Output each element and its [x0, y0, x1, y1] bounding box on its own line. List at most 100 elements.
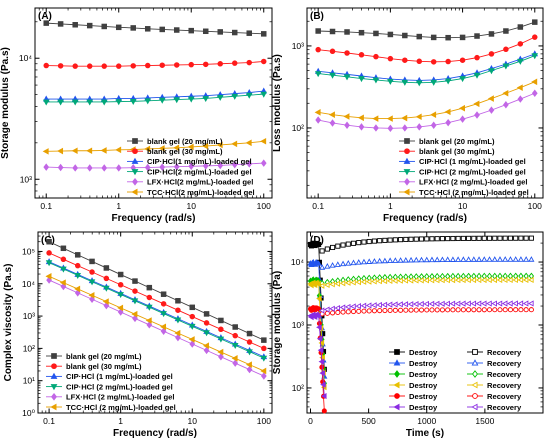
- series-5: [42, 137, 267, 155]
- data-point: [101, 164, 108, 172]
- data-point: [343, 113, 350, 120]
- data-point: [445, 118, 452, 127]
- y-tick-label: 10⁵: [22, 246, 35, 256]
- series-line: [48, 279, 265, 377]
- data-point: [202, 342, 209, 350]
- data-point: [46, 238, 52, 245]
- y-tick-label: 10⁴: [291, 257, 304, 267]
- data-point: [261, 345, 267, 352]
- recovery-point: [418, 256, 425, 263]
- data-point: [358, 76, 365, 83]
- data-point: [516, 84, 523, 91]
- data-point: [187, 96, 195, 103]
- legend-label: blank gel (30 mg/mL): [419, 147, 495, 156]
- data-point: [144, 26, 151, 32]
- recovery-point: [334, 304, 341, 312]
- recovery-point: [444, 256, 451, 262]
- recovery-point: [518, 307, 524, 313]
- recovery-point: [350, 259, 357, 266]
- panel-1: 0.1 1 10 100 10² 10³ Frequency (rad/s) Loss mod…: [272, 7, 544, 224]
- series-4: [46, 276, 267, 380]
- data-point: [189, 340, 196, 348]
- recovery-point: [361, 308, 367, 314]
- recovery-point: [366, 308, 372, 314]
- data-point: [144, 163, 151, 172]
- data-point: [343, 74, 351, 81]
- recovery-point: [407, 256, 415, 263]
- data-point: [146, 321, 153, 329]
- data-point: [203, 330, 210, 337]
- data-point: [173, 27, 180, 33]
- series-line: [48, 261, 265, 358]
- recovery-point: [444, 300, 450, 307]
- series-line: [48, 252, 265, 349]
- data-point: [159, 62, 165, 68]
- recovery-point: [444, 277, 450, 284]
- destroy-point: [318, 339, 325, 347]
- recovery-point: [523, 235, 529, 241]
- recovery-point: [418, 300, 424, 308]
- recovery-point: [381, 301, 388, 308]
- recovery-point: [465, 256, 472, 262]
- y-tick-label: 10³: [292, 320, 304, 330]
- data-point: [72, 22, 78, 28]
- series-1: [315, 34, 538, 65]
- data-point: [74, 272, 82, 279]
- data-point: [459, 76, 466, 83]
- data-point: [503, 100, 509, 109]
- recovery-point: [339, 280, 346, 287]
- recovery-point: [330, 244, 336, 251]
- data-point: [231, 140, 238, 148]
- recovery-point: [371, 302, 377, 309]
- data-point: [89, 269, 95, 275]
- data-point: [459, 57, 466, 63]
- data-point: [132, 278, 138, 284]
- recovery-point: [439, 300, 445, 307]
- recovery-point: [449, 256, 456, 262]
- legend-label-destroy: Destroy: [409, 348, 438, 357]
- data-point: [217, 161, 224, 170]
- data-point: [57, 63, 64, 69]
- recovery-point: [329, 281, 335, 288]
- data-point: [387, 55, 394, 62]
- data-point: [329, 28, 336, 35]
- recovery-point: [386, 277, 393, 284]
- recovery-point: [413, 307, 419, 313]
- recovery-point: [397, 277, 403, 284]
- data-point: [174, 317, 182, 324]
- recovery-point: [491, 300, 497, 307]
- recovery-point: [486, 307, 493, 313]
- recovery-point: [481, 256, 488, 262]
- data-point: [100, 99, 108, 106]
- data-point: [329, 119, 336, 127]
- recovery-point: [407, 301, 414, 308]
- data-point: [517, 41, 524, 47]
- panel-letter: (B): [310, 11, 324, 22]
- data-point: [160, 291, 167, 297]
- data-point: [160, 311, 167, 318]
- data-point: [246, 365, 253, 374]
- recovery-point: [344, 303, 351, 310]
- legend-marker: [132, 177, 138, 186]
- data-point: [517, 95, 524, 103]
- data-point: [232, 359, 239, 367]
- data-point: [202, 96, 210, 103]
- recovery-point: [454, 277, 461, 284]
- x-tick-label: 500: [362, 416, 376, 426]
- recovery-point: [324, 246, 330, 252]
- data-point: [57, 99, 64, 106]
- recovery-point: [361, 239, 367, 245]
- recovery-point: [397, 257, 404, 263]
- data-point: [129, 98, 137, 105]
- data-point: [473, 100, 480, 108]
- data-point: [344, 121, 350, 129]
- data-point: [160, 327, 167, 335]
- data-point: [245, 139, 252, 147]
- x-axis-title: Frequency (rad/s): [112, 213, 196, 224]
- legend-label-destroy: Destroy: [409, 370, 438, 379]
- data-point: [445, 34, 451, 41]
- legend-label-recovery: Recovery: [487, 359, 522, 368]
- recovery-point: [350, 303, 356, 310]
- data-point: [372, 77, 380, 84]
- y-axis-title: Complex viscosity (Pa.s): [3, 264, 14, 382]
